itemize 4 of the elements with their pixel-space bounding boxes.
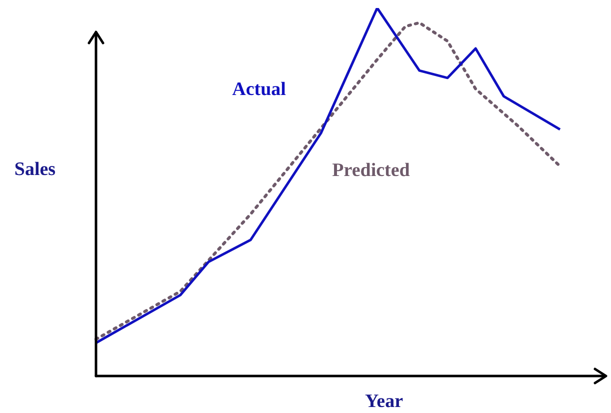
text: Actual — [232, 78, 286, 100]
y-axis-title: Sales — [14, 158, 56, 180]
series-label: Predicted — [332, 160, 410, 181]
x-axis-title: Year — [365, 390, 404, 412]
